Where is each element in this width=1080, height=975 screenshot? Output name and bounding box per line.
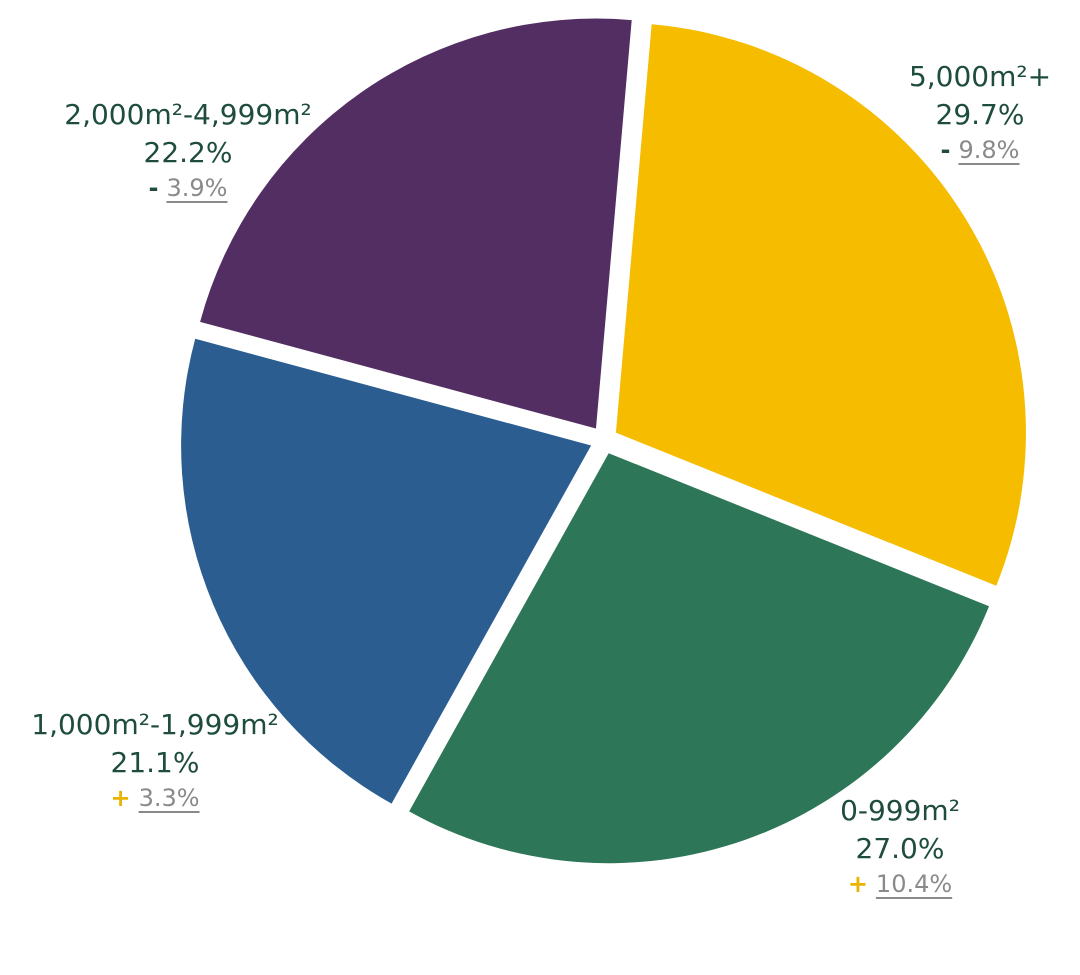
share-label: 21.1% — [110, 746, 200, 779]
pie-slice-0 — [615, 24, 1026, 586]
change-line: +3.3% — [20, 782, 290, 814]
change-label: 10.4% — [875, 870, 953, 898]
label-1000-1999: 1,000m²-1,999m² 21.1% +3.3% — [20, 706, 290, 814]
category-label: 1,000m²-1,999m² — [31, 708, 279, 741]
category-label: 2,000m²-4,999m² — [64, 98, 312, 131]
category-label: 5,000m²+ — [908, 60, 1052, 93]
category-label: 0-999m² — [840, 794, 960, 827]
pie-slice-1 — [409, 453, 990, 864]
change-sign: + — [110, 784, 131, 812]
change-line: +10.4% — [815, 868, 985, 900]
change-line: -9.8% — [905, 134, 1055, 166]
label-5000-plus: 5,000m²+ 29.7% -9.8% — [905, 58, 1055, 166]
share-label: 29.7% — [935, 98, 1025, 131]
pie-slice-3 — [200, 18, 632, 429]
pie-slice-2 — [181, 338, 592, 804]
label-0-999: 0-999m² 27.0% +10.4% — [815, 792, 985, 900]
change-line: -3.9% — [38, 172, 338, 204]
share-label: 27.0% — [855, 832, 945, 865]
change-sign: - — [148, 174, 159, 202]
change-label: 3.9% — [166, 174, 228, 202]
change-label: 3.3% — [138, 784, 200, 812]
change-label: 9.8% — [958, 136, 1020, 164]
share-label: 22.2% — [143, 136, 233, 169]
change-sign: + — [847, 870, 868, 898]
change-sign: - — [940, 136, 951, 164]
label-2000-4999: 2,000m²-4,999m² 22.2% -3.9% — [38, 96, 338, 204]
